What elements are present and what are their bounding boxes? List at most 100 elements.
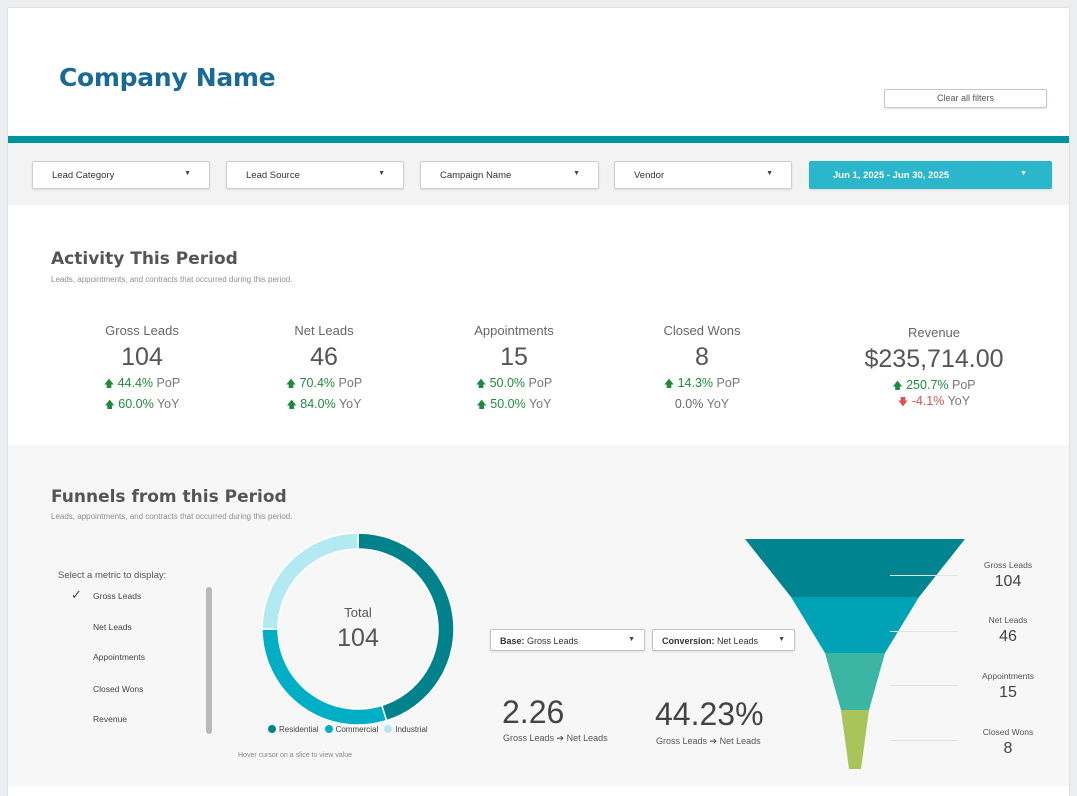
funnel-stage-value: 46 — [999, 628, 1017, 645]
kpi-value: $235,714.00 — [864, 345, 1004, 373]
metric-list-scrollbar[interactable] — [206, 587, 212, 734]
funnel-stage-label: Gross Leads — [983, 560, 1033, 570]
lead-source-filter[interactable]: Lead Source ▼ — [226, 161, 404, 189]
chevron-down-icon: ▼ — [778, 636, 785, 643]
base-metric-select[interactable]: Base: Gross Leads ▼ — [490, 629, 645, 651]
conversion-select-prefix: Conversion: — [662, 636, 715, 646]
metric-option-revenue[interactable]: Revenue — [93, 714, 128, 724]
metric-option-closed-wons[interactable]: Closed Wons — [93, 684, 144, 694]
conversion-percent-value: 44.23% — [655, 696, 764, 732]
kpi-pop-change-value: 14.3% — [677, 376, 714, 390]
kpi-yoy-change-value: 84.0% — [300, 397, 336, 411]
arrow-down-icon: 🡇 — [897, 397, 909, 408]
conversion-percent-caption: Gross Leads ➔ Net Leads — [656, 736, 761, 746]
metric-option-appointments[interactable]: Appointments — [93, 652, 145, 662]
chevron-down-icon: ▼ — [628, 636, 635, 643]
kpi-yoy-change: 🡅 60.0% YoY — [52, 397, 232, 415]
funnel-stage-value: 8 — [1003, 740, 1013, 757]
lead-category-donut-chart — [261, 532, 455, 726]
kpi-yoy-change-suffix: YoY — [528, 397, 552, 411]
donut-slice-industrial[interactable] — [261, 532, 359, 630]
chevron-down-icon: ▼ — [378, 170, 385, 177]
funnel-stage-net-leads[interactable] — [791, 597, 919, 653]
lead-category-filter-label: Lead Category — [52, 170, 115, 181]
conversion-ratio-caption: Gross Leads ➔ Net Leads — [503, 733, 608, 743]
kpi-pop-change-value: 44.4% — [117, 376, 154, 390]
header-divider — [8, 136, 1069, 143]
kpi-yoy-change-suffix: YoY — [156, 397, 180, 411]
metric-selector-prompt: Select a metric to display: — [58, 570, 167, 581]
funnel-stage-appointments[interactable] — [825, 653, 885, 710]
vendor-filter-label: Vendor — [634, 170, 665, 181]
date-range-filter-label: Jun 1, 2025 - Jun 30, 2025 — [833, 170, 950, 181]
base-select-prefix: Base: — [500, 636, 525, 646]
kpi-label: Net Leads — [294, 323, 354, 338]
chevron-down-icon: ▼ — [1020, 170, 1027, 177]
conversion-select-value: Net Leads — [717, 636, 759, 646]
kpi-yoy-change-suffix: YoY — [706, 397, 730, 411]
campaign-name-filter[interactable]: Campaign Name ▼ — [420, 161, 599, 189]
kpi-yoy-change: 🡇 -4.1% YoY — [844, 394, 1024, 412]
kpi-pop-change: 🡅 50.0% PoP — [424, 376, 604, 394]
metric-selector: Select a metric to display: ✓ Gross Leads… — [54, 560, 222, 770]
kpi-yoy-change: 0.0% YoY — [612, 397, 792, 411]
date-range-filter[interactable]: Jun 1, 2025 - Jun 30, 2025 ▼ — [809, 161, 1052, 189]
funnels-subtitle: Leads, appointments, and contracts that … — [51, 512, 293, 521]
funnels-title: Funnels from this Period — [51, 487, 287, 507]
dashboard-page: Company Name Clear all filters Lead Cate… — [8, 8, 1069, 796]
lead-funnel-chart — [745, 539, 965, 769]
funnel-guide-line — [890, 575, 958, 576]
arrow-up-icon: 🡅 — [476, 400, 487, 411]
kpi-pop-change-suffix: PoP — [156, 376, 181, 390]
kpi-value: 46 — [310, 343, 338, 371]
metric-option-net-leads[interactable]: Net Leads — [93, 622, 132, 632]
funnel-guide-line — [890, 740, 958, 741]
vendor-filter[interactable]: Vendor ▼ — [614, 161, 792, 189]
lead-category-filter[interactable]: Lead Category ▼ — [32, 161, 210, 189]
chevron-down-icon: ▼ — [766, 170, 773, 177]
funnel-guide-line — [890, 631, 958, 632]
donut-legend: Residential Commercial Industrial — [268, 725, 434, 734]
kpi-value: 104 — [121, 343, 163, 371]
lead-source-filter-label: Lead Source — [246, 170, 300, 181]
kpi-yoy-change-value: -4.1% — [911, 394, 945, 408]
legend-item-residential: Residential — [268, 725, 319, 734]
legend-label: Residential — [279, 725, 319, 734]
kpi-pop-change-value: 50.0% — [489, 376, 526, 390]
header: Company Name Clear all filters — [8, 8, 1069, 136]
kpi-yoy-change-value: 0.0% — [674, 397, 704, 411]
kpi-pop-change-suffix: PoP — [952, 378, 976, 392]
arrow-up-icon: 🡅 — [286, 400, 297, 411]
conversion-ratio-value: 2.26 — [502, 694, 565, 730]
legend-swatch — [384, 725, 393, 733]
funnel-stage-value: 15 — [999, 684, 1017, 701]
kpi-yoy-change-value: 50.0% — [490, 397, 526, 411]
clear-filters-button[interactable]: Clear all filters — [884, 89, 1047, 108]
kpi-label: Revenue — [907, 325, 961, 340]
filter-row: Lead Category ▼ Lead Source ▼ Campaign N… — [8, 143, 1069, 205]
funnel-stage-closed-wons[interactable] — [841, 710, 869, 769]
arrow-up-icon: 🡅 — [663, 379, 675, 390]
kpi-net-leads: Net Leads 46 🡅 70.4% PoP 🡅 84.0% YoY — [234, 205, 414, 445]
kpi-yoy-change-value: 60.0% — [118, 397, 154, 411]
company-logo: Company Name — [59, 63, 276, 92]
arrow-up-icon: 🡅 — [103, 379, 115, 390]
kpi-label: Gross Leads — [105, 323, 179, 338]
kpi-yoy-change-suffix: YoY — [947, 394, 971, 408]
conversion-metric-select[interactable]: Conversion: Net Leads ▼ — [652, 629, 795, 651]
kpi-label: Closed Wons — [663, 323, 741, 338]
donut-total-value: 104 — [337, 624, 379, 652]
chevron-down-icon: ▼ — [184, 170, 191, 177]
activity-section: Activity This Period Leads, appointments… — [8, 205, 1069, 445]
activity-title: Activity This Period — [51, 249, 238, 269]
arrow-up-icon: 🡅 — [475, 379, 487, 390]
legend-item-industrial: Industrial — [384, 725, 428, 734]
kpi-revenue: Revenue $235,714.00 🡅 250.7% PoP 🡇 -4.1% Yo… — [844, 205, 1024, 445]
funnel-stage-gross-leads[interactable] — [745, 539, 965, 597]
kpi-value: 15 — [500, 343, 528, 371]
metric-option-gross-leads[interactable]: Gross Leads — [93, 591, 142, 601]
funnel-stage-label: Net Leads — [988, 615, 1028, 625]
kpi-pop-change-suffix: PoP — [716, 376, 741, 390]
kpi-value: 8 — [695, 343, 709, 371]
arrow-up-icon: 🡅 — [104, 400, 115, 411]
